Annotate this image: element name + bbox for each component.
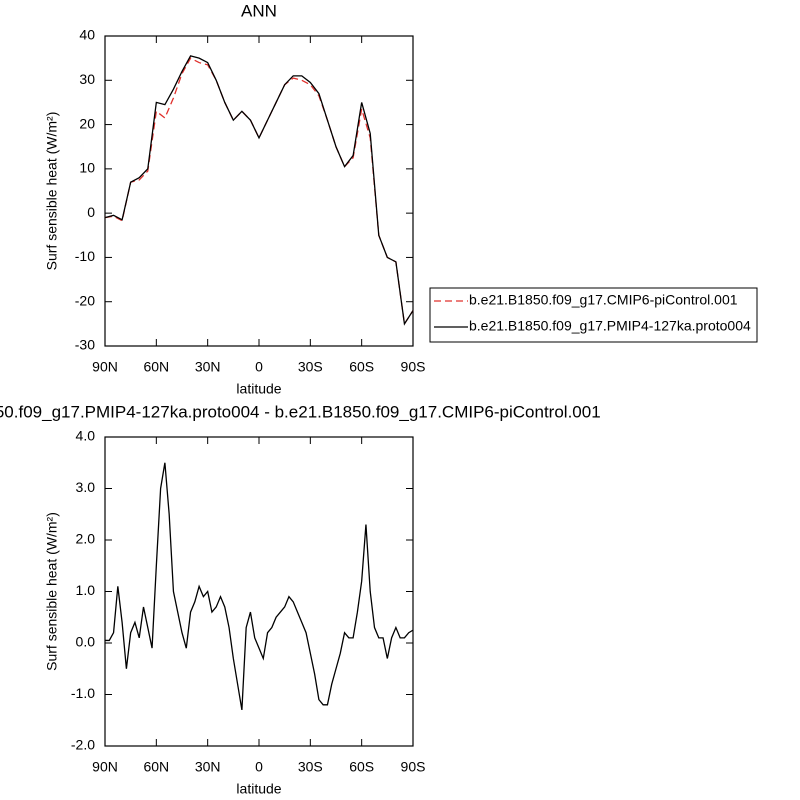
x-tick-label: 90N: [92, 759, 118, 775]
x-tick-label: 90S: [401, 759, 426, 775]
y-tick-label: -20: [75, 292, 95, 308]
y-tick-label: 1.0: [76, 582, 96, 598]
y-tick-label: 10: [79, 160, 95, 176]
y-tick-label: -2.0: [71, 737, 95, 753]
x-tick-label: 30N: [195, 759, 221, 775]
plot-frame: [104, 436, 414, 747]
data-line: [105, 462, 414, 711]
y-tick-label: 0: [87, 204, 95, 220]
plot-frame: [104, 35, 414, 347]
x-tick-label: 30N: [195, 359, 221, 375]
y-axis-label: Surf sensible heat (W/m²): [44, 512, 60, 671]
y-tick-label: -1.0: [71, 685, 95, 701]
x-tick-label: 60N: [143, 759, 169, 775]
x-axis-label: latitude: [236, 381, 281, 397]
x-tick-label: 0: [255, 759, 263, 775]
y-tick-label: 30: [79, 71, 95, 87]
legend-label: b.e21.B1850.f09_g17.PMIP4-127ka.proto004: [469, 318, 751, 334]
legend-label: b.e21.B1850.f09_g17.CMIP6-piControl.001: [469, 292, 738, 308]
x-tick-label: 60N: [143, 359, 169, 375]
y-tick-label: 3.0: [76, 479, 96, 495]
y-tick-label: -10: [75, 248, 95, 264]
y-tick-label: 0.0: [76, 634, 96, 650]
x-tick-label: 60S: [349, 759, 374, 775]
x-axis-label: latitude: [236, 781, 281, 797]
y-tick-label: 20: [79, 115, 95, 131]
legend-box: [429, 287, 758, 343]
x-tick-label: 0: [255, 359, 263, 375]
chart-title: ANN: [241, 1, 277, 20]
data-line: [104, 55, 414, 326]
x-tick-label: 30S: [298, 359, 323, 375]
x-tick-label: 30S: [298, 759, 323, 775]
x-tick-label: 90S: [401, 359, 426, 375]
y-tick-label: 4.0: [76, 428, 96, 444]
y-tick-label: 2.0: [76, 531, 96, 547]
y-axis-label: Surf sensible heat (W/m²): [44, 112, 60, 271]
data-line: [104, 57, 414, 326]
y-tick-label: 40: [79, 27, 95, 43]
chart-title: b.e21.B1850.f09_g17.PMIP4-127ka.proto004…: [0, 402, 601, 421]
y-tick-label: -30: [75, 337, 95, 353]
x-tick-label: 60S: [349, 359, 374, 375]
x-tick-label: 90N: [92, 359, 118, 375]
